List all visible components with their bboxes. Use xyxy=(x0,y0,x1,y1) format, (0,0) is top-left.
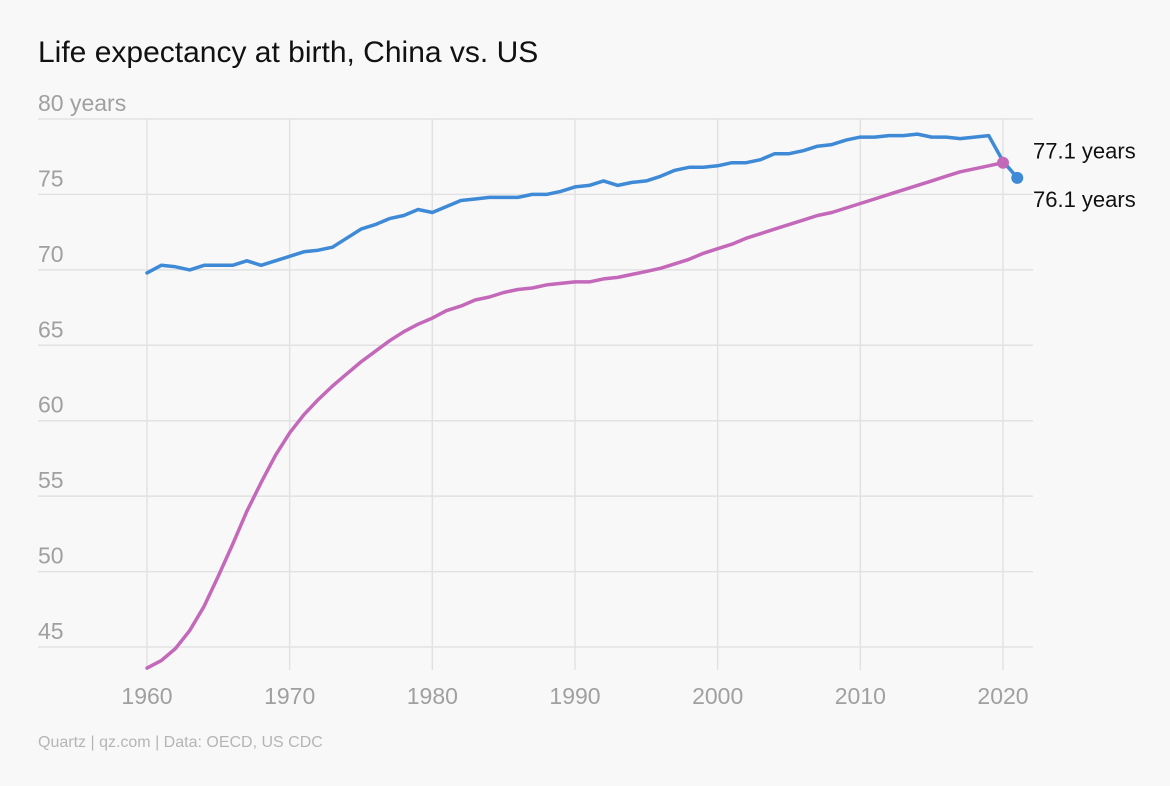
y-tick-label: 80 years xyxy=(38,90,126,116)
y-tick-label: 45 xyxy=(38,618,64,644)
x-tick-label: 2000 xyxy=(692,683,743,709)
grid-layer xyxy=(38,118,1033,670)
x-tick-label: 1980 xyxy=(407,683,458,709)
series-end-point-2 xyxy=(997,156,1009,169)
series-end-label-1: 76.1 years xyxy=(1033,187,1136,212)
chart-title: Life expectancy at birth, China vs. US xyxy=(38,36,538,69)
series-end-point-1 xyxy=(1011,171,1024,184)
x-tick-label: 2020 xyxy=(977,683,1028,709)
y-tick-label: 50 xyxy=(38,543,64,569)
series-line-1 xyxy=(145,132,1020,275)
y-tick-label: 55 xyxy=(38,467,64,493)
y-tick-label: 65 xyxy=(38,316,64,342)
y-tick-label: 60 xyxy=(38,392,64,418)
source-note: Quartz | qz.com | Data: OECD, US CDC xyxy=(38,734,323,751)
series-line-2 xyxy=(145,160,1005,670)
y-axis-ticks: 80 years 75 70 65 60 55 50 45 xyxy=(38,90,126,644)
x-tick-label: 1970 xyxy=(264,683,315,709)
x-tick-label: 2010 xyxy=(835,683,886,709)
x-tick-label: 1960 xyxy=(121,683,172,709)
series-layer xyxy=(145,132,1024,670)
y-tick-label: 70 xyxy=(38,241,64,267)
y-tick-label: 75 xyxy=(38,165,64,191)
series-end-label-2: 77.1 years xyxy=(1033,139,1136,164)
end-labels: 76.1 years 77.1 years xyxy=(1033,139,1136,212)
x-tick-label: 1990 xyxy=(549,683,600,709)
x-axis-ticks: 1960 1970 1980 1990 2000 2010 2020 xyxy=(121,683,1028,709)
